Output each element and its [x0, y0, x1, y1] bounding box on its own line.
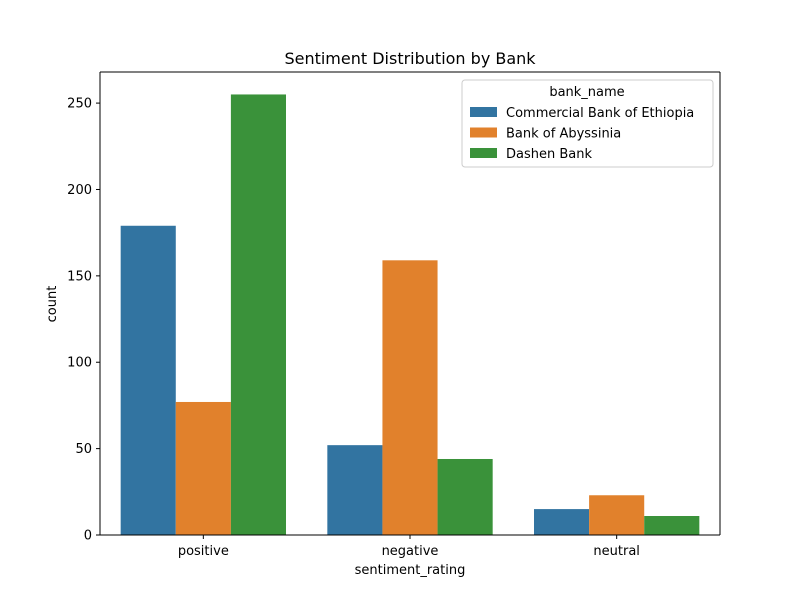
x-tick-label: negative [382, 544, 439, 559]
y-axis: 0 50 100 150 200 250 [67, 97, 100, 544]
y-tick-label: 50 [75, 442, 92, 457]
x-tick-label: positive [178, 544, 229, 559]
legend-frame [461, 79, 714, 168]
axes-frame [99, 71, 721, 536]
chart-title: Sentiment Distribution by Bank [284, 49, 536, 68]
legend-swatch [470, 107, 497, 117]
legend-entry-label: Commercial Bank of Ethiopia [506, 106, 694, 121]
legend-entry-label: Dashen Bank [506, 147, 592, 162]
y-tick-label: 100 [67, 356, 92, 371]
bar-positive-1 [120, 225, 176, 535]
bar-negative-3 [437, 458, 493, 535]
bar-neutral-2 [589, 495, 645, 535]
bar-negative-2 [382, 260, 438, 535]
x-axis-label: sentiment_rating [355, 563, 466, 578]
x-tick-label: neutral [593, 544, 640, 559]
legend-title: bank_name [549, 85, 624, 100]
bar-positive-3 [230, 94, 286, 536]
y-tick-label: 250 [67, 97, 92, 112]
legend-swatch [470, 127, 497, 138]
x-axis: positive negative neutral [178, 535, 640, 559]
y-tick-label: 150 [67, 269, 92, 284]
bar-negative-1 [327, 445, 383, 535]
y-axis-label: count [45, 286, 60, 323]
y-tick-label: 0 [84, 529, 92, 544]
bars-group [120, 94, 700, 536]
legend-swatch [470, 148, 497, 158]
y-tick-label: 200 [67, 183, 92, 198]
bar-neutral-3 [644, 516, 700, 535]
bar-positive-2 [175, 401, 231, 535]
bar-neutral-1 [534, 509, 590, 535]
legend-entry-label: Bank of Abyssinia [506, 127, 621, 142]
legend: bank_name Commercial Bank of Ethiopia Ban… [461, 79, 714, 168]
